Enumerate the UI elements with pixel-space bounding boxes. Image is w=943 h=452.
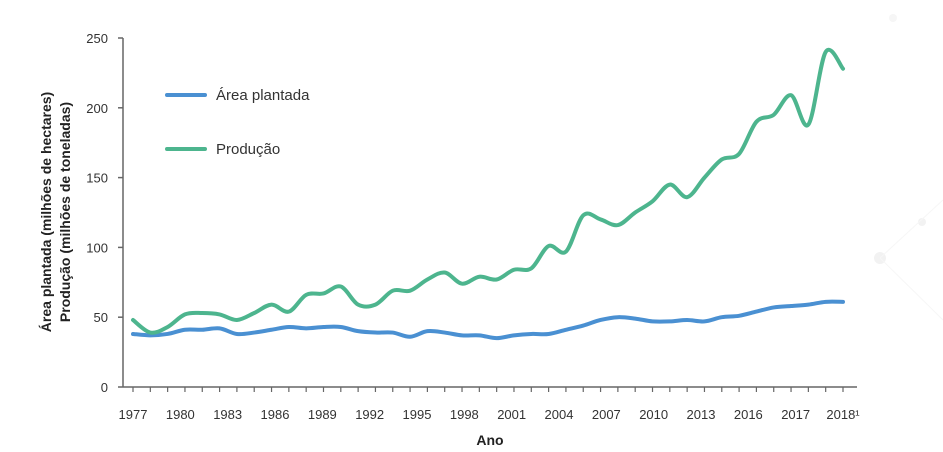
x-tick-label: 1995 <box>403 407 432 422</box>
y-axis-title-production: Produção (milhões de toneladas) <box>57 102 73 322</box>
y-tick-label: 0 <box>101 380 108 395</box>
x-tick-label: 1998 <box>450 407 479 422</box>
background-decoration <box>874 14 943 321</box>
x-tick-label: 1977 <box>119 407 148 422</box>
x-tick-label: 2016 <box>734 407 763 422</box>
axes <box>122 38 857 388</box>
y-tick-label: 200 <box>86 101 108 116</box>
y-tick-label: 250 <box>86 31 108 46</box>
legend-label-area: Área plantada <box>216 87 310 104</box>
x-tick-label: 1992 <box>355 407 384 422</box>
x-tick-label: 1980 <box>166 407 195 422</box>
series-line-production <box>131 47 845 335</box>
x-tick-label: 2010 <box>639 407 668 422</box>
x-tick-label: 2004 <box>545 407 574 422</box>
legend: Área plantada Produção <box>165 87 310 158</box>
x-tick-label: 2017 <box>781 407 810 422</box>
x-tick-label: 2018¹ <box>826 407 860 422</box>
x-tick-label: 1989 <box>308 407 337 422</box>
x-tick-label: 2013 <box>687 407 716 422</box>
x-tick-label: 1986 <box>261 407 290 422</box>
y-tick-label: 150 <box>86 171 108 186</box>
x-axis-title: Ano <box>476 432 503 448</box>
x-tick-label: 2007 <box>592 407 621 422</box>
series-line-area <box>131 299 845 341</box>
x-tick-label: 2001 <box>497 407 526 422</box>
y-tick-label: 50 <box>94 310 108 325</box>
legend-label-production: Produção <box>216 141 280 158</box>
y-axis-title-area: Área plantada (milhões de hectares) <box>38 92 54 332</box>
x-tick-label: 1983 <box>213 407 242 422</box>
y-tick-label: 100 <box>86 240 108 255</box>
